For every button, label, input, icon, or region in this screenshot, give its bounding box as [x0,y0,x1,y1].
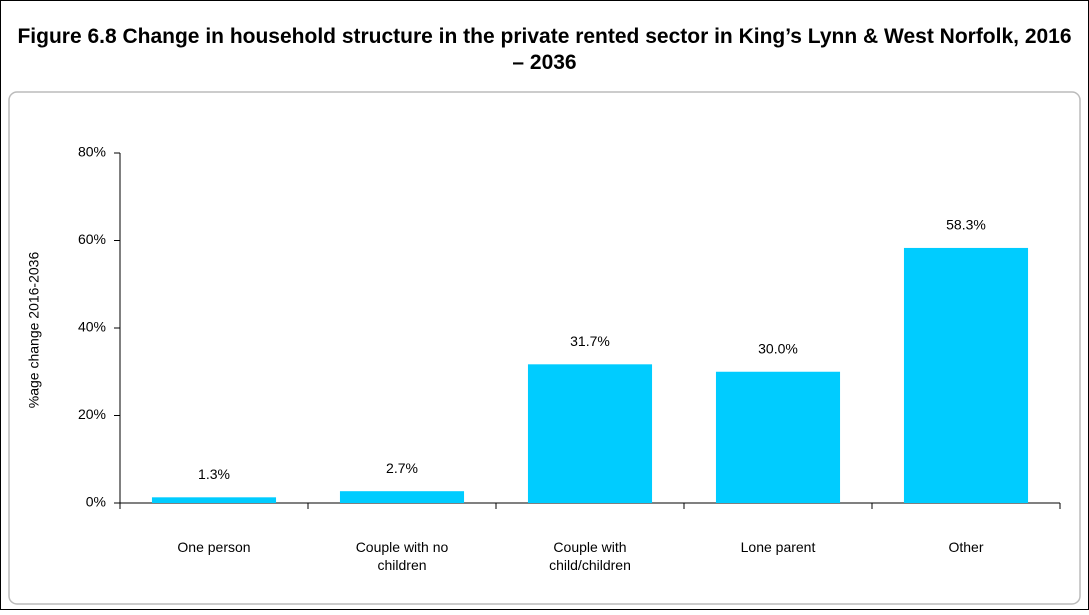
x-tick-label: Couple with child/children [549,539,631,573]
data-label: 30.0% [758,340,798,356]
data-label: 2.7% [386,460,418,476]
bar [339,491,465,503]
y-tick-label: 80% [78,144,106,160]
bar [715,371,841,503]
y-tick-label: 40% [78,319,106,335]
x-tick-label: One person [177,539,251,555]
y-tick-label: 60% [78,231,106,247]
x-tick-label-box: One person [177,539,251,555]
x-tick-label: Lone parent [740,539,816,555]
data-label: 58.3% [946,217,986,233]
x-tick-label: Other [948,539,984,555]
y-tick-label: 20% [78,406,106,422]
bar [527,364,653,503]
x-tick-label-box: Couple with no children [355,539,449,573]
bar [903,247,1029,503]
x-tick-label: Couple with no children [355,539,449,573]
chart-title: Figure 6.8 Change in household structure… [17,25,1072,74]
title-box: Figure 6.8 Change in household structure… [17,25,1072,74]
x-tick-label-box: Lone parent [740,539,816,555]
data-label: 31.7% [570,333,610,349]
x-tick-label-box: Couple with child/children [549,539,631,573]
y-tick-label: 0% [86,494,106,510]
data-label: 1.3% [198,466,230,482]
y-axis-label: %age change 2016-2036 [26,252,42,409]
bar [151,497,277,503]
x-tick-label-box: Other [948,539,984,555]
